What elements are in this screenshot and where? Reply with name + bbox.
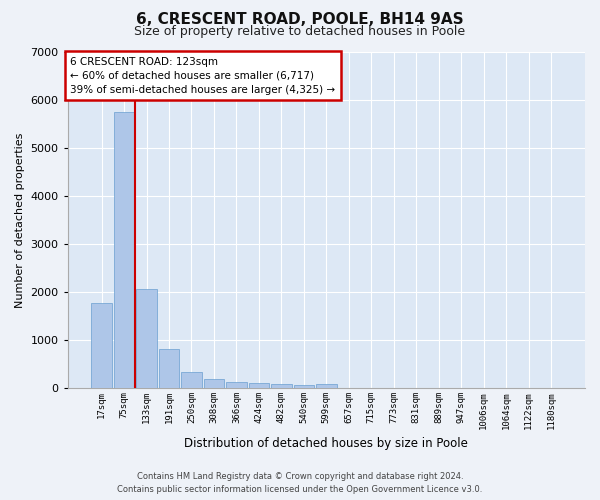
Bar (293, 385, 314, 388)
Bar (203, 379, 224, 388)
Y-axis label: Number of detached properties: Number of detached properties (15, 132, 25, 308)
Text: Contains HM Land Registry data © Crown copyright and database right 2024.
Contai: Contains HM Land Registry data © Crown c… (118, 472, 482, 494)
Bar (136, 289, 157, 388)
Bar (181, 372, 202, 388)
Bar (91, 302, 112, 388)
Bar (114, 112, 134, 388)
Bar (158, 349, 179, 389)
Bar (271, 384, 292, 388)
Text: Size of property relative to detached houses in Poole: Size of property relative to detached ho… (134, 25, 466, 38)
Bar (316, 384, 337, 388)
X-axis label: Distribution of detached houses by size in Poole: Distribution of detached houses by size … (184, 437, 468, 450)
Text: 6 CRESCENT ROAD: 123sqm
← 60% of detached houses are smaller (6,717)
39% of semi: 6 CRESCENT ROAD: 123sqm ← 60% of detache… (70, 56, 335, 94)
Bar (248, 384, 269, 388)
Bar (226, 382, 247, 388)
Text: 6, CRESCENT ROAD, POOLE, BH14 9AS: 6, CRESCENT ROAD, POOLE, BH14 9AS (136, 12, 464, 28)
